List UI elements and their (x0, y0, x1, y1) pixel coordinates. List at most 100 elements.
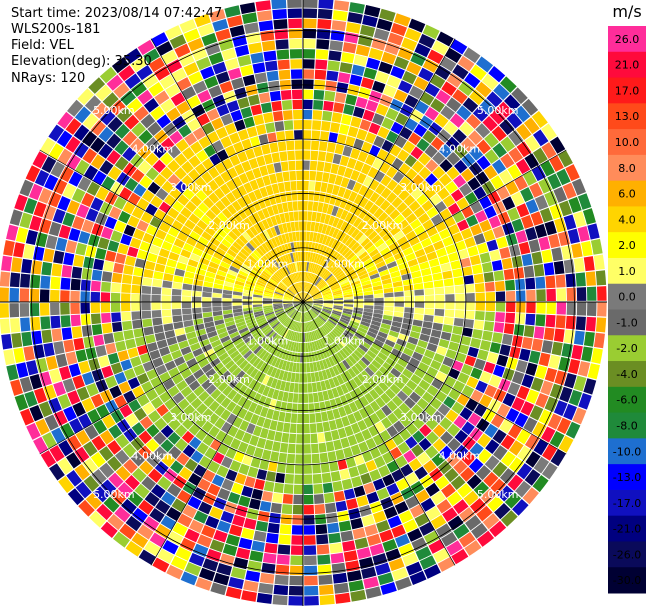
range-gate-cell (346, 327, 356, 335)
range-gate-cell (419, 261, 430, 270)
range-gate-cell (328, 215, 336, 226)
range-gate-cell (346, 179, 356, 191)
range-gate-cell (282, 371, 289, 381)
range-gate-cell (526, 389, 540, 404)
range-gate-cell (321, 288, 331, 294)
range-gate-cell (435, 89, 451, 105)
range-gate-cell (352, 335, 363, 344)
range-gate-cell (319, 452, 329, 463)
range-gate-cell (335, 449, 345, 461)
range-gate-cell (357, 359, 368, 370)
range-gate-cell (416, 138, 430, 152)
range-gate-cell (342, 288, 353, 294)
range-gate-cell (269, 512, 281, 524)
range-gate-cell (551, 341, 563, 356)
range-gate-cell (358, 184, 369, 197)
range-gate-cell (434, 113, 449, 128)
range-gate-cell (383, 287, 394, 294)
range-gate-cell (341, 314, 351, 320)
range-gate-cell (335, 500, 348, 512)
range-gate-cell (357, 234, 367, 245)
range-gate-cell (305, 282, 309, 292)
range-gate-cell (502, 392, 516, 407)
range-gate-cell (398, 333, 409, 342)
range-gate-cell (288, 433, 297, 444)
range-gate-cell (379, 199, 391, 211)
range-gate-cell (312, 473, 323, 484)
range-gate-cell (332, 228, 340, 239)
range-gate-cell (428, 336, 440, 346)
range-gate-cell (532, 129, 549, 147)
range-gate-cell (405, 436, 418, 449)
range-gate-cell (323, 305, 333, 309)
range-gate-cell (303, 69, 315, 79)
range-gate-cell (401, 385, 413, 397)
range-gate-cell (381, 417, 393, 429)
range-gate-cell (288, 596, 303, 606)
range-gate-cell (417, 339, 428, 349)
range-gate-cell (391, 524, 406, 538)
range-gate-cell (287, 392, 294, 403)
range-gate-cell (511, 87, 528, 105)
range-gate-cell (310, 287, 318, 295)
range-gate-cell (521, 374, 534, 389)
range-gate-cell (460, 335, 472, 346)
range-gate-cell (400, 463, 414, 477)
range-gate-cell (411, 160, 425, 174)
range-gate-cell (309, 362, 315, 373)
range-gate-cell (393, 230, 405, 241)
range-gate-cell (353, 310, 363, 315)
range-gate-cell (385, 107, 399, 121)
range-gate-cell (339, 62, 353, 74)
range-gate-cell (311, 341, 317, 352)
range-gate-cell (367, 230, 378, 241)
range-gate-cell (420, 237, 432, 248)
range-gate-cell (312, 263, 318, 274)
range-gate-cell (452, 268, 463, 278)
range-gate-cell (413, 206, 426, 218)
range-gate-cell (350, 169, 360, 181)
range-gate-cell (284, 412, 292, 423)
range-gate-cell (349, 203, 359, 214)
range-gate-cell (323, 492, 335, 504)
range-gate-cell (371, 219, 382, 230)
range-gate-cell (264, 542, 278, 554)
range-gate-cell (303, 180, 309, 191)
range-gate-cell (596, 286, 607, 301)
range-gate-cell (353, 453, 365, 466)
range-gate-cell (313, 341, 319, 351)
range-gate-cell (386, 334, 398, 343)
range-gate-cell (431, 378, 444, 390)
range-gate-cell (301, 312, 303, 322)
range-gate-cell (443, 278, 454, 287)
range-gate-cell (322, 291, 332, 296)
range-gate-cell (317, 328, 324, 338)
range-gate-cell (345, 269, 356, 277)
range-gate-cell (459, 183, 473, 197)
range-gate-cell (502, 367, 515, 381)
range-gate-cell (304, 261, 308, 272)
range-gate-cell (320, 287, 330, 293)
range-gate-cell (333, 253, 341, 263)
range-gate-cell (454, 444, 469, 459)
range-gate-cell (447, 223, 460, 236)
range-gate-cell (464, 310, 475, 320)
range-gate-cell (290, 372, 296, 383)
range-gate-cell (475, 292, 485, 302)
range-gate-cell (440, 262, 452, 272)
range-gate-cell (338, 520, 352, 532)
range-gate-cell (290, 352, 295, 362)
range-gate-cell (321, 245, 328, 256)
range-gate-cell (361, 370, 371, 381)
range-gate-cell (435, 371, 448, 383)
range-gate-cell (360, 163, 372, 175)
range-gate-cell (502, 222, 515, 236)
range-gate-cell (445, 181, 458, 194)
range-gate-cell (437, 187, 450, 200)
range-gate-cell (434, 308, 445, 317)
range-gate-cell (296, 352, 301, 363)
range-gate-cell (377, 572, 394, 586)
range-gate-cell (547, 413, 562, 430)
range-gate-cell (452, 325, 463, 335)
